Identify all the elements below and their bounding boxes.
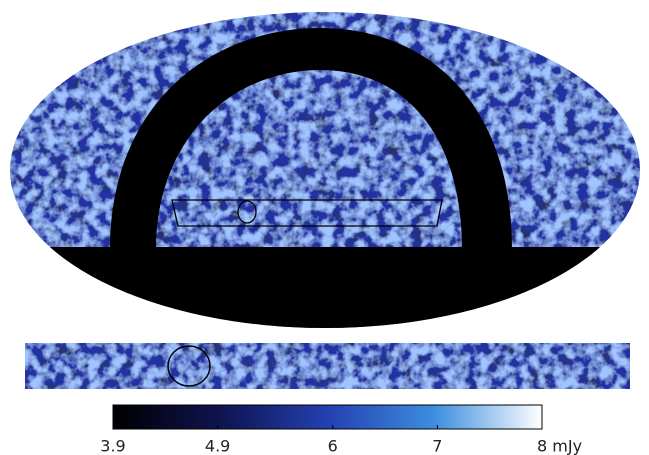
strip-zoom: [25, 343, 630, 389]
mask-region: [10, 247, 640, 337]
mollweide-map: [10, 12, 640, 337]
colorbar-tick-label: 3.9: [100, 437, 125, 455]
sky-map-figure: 3.9 4.9 6 7 8 mJy: [0, 0, 649, 455]
colorbar-tick-label: 4.9: [205, 437, 230, 455]
colorbar-tick-label: 7: [432, 437, 442, 455]
colorbar: [113, 405, 542, 429]
colorbar-tick-label: 6: [328, 437, 338, 455]
colorbar-tick-label: 8 mJy: [537, 437, 582, 455]
